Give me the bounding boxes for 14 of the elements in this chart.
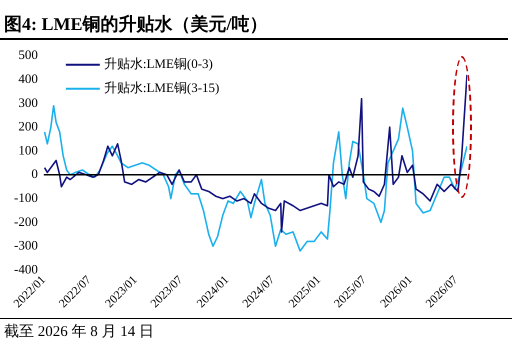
text: 截至 2026 年 8 月 14 日 (0, 318, 512, 341)
y-tick-label: 500 (18, 47, 38, 62)
legend-label: 升贴水:LME铜(0-3) (104, 56, 213, 72)
y-tick-label: 100 (18, 142, 38, 158)
y-tick-label: -300 (14, 238, 38, 253)
y-tick-label: -100 (14, 190, 38, 206)
y-tick-label: 0 (31, 166, 38, 182)
legend-label: 升贴水:LME铜(3-15) (104, 80, 220, 96)
y-tick-label: -200 (14, 214, 38, 229)
y-tick-label: 400 (18, 71, 38, 86)
y-tick-label: 200 (18, 118, 38, 134)
y-tick-label: 300 (18, 94, 38, 110)
chart-title: 图4: LME铜的升贴水（美元/吨） (4, 13, 268, 36)
y-tick-label: -400 (14, 261, 38, 276)
